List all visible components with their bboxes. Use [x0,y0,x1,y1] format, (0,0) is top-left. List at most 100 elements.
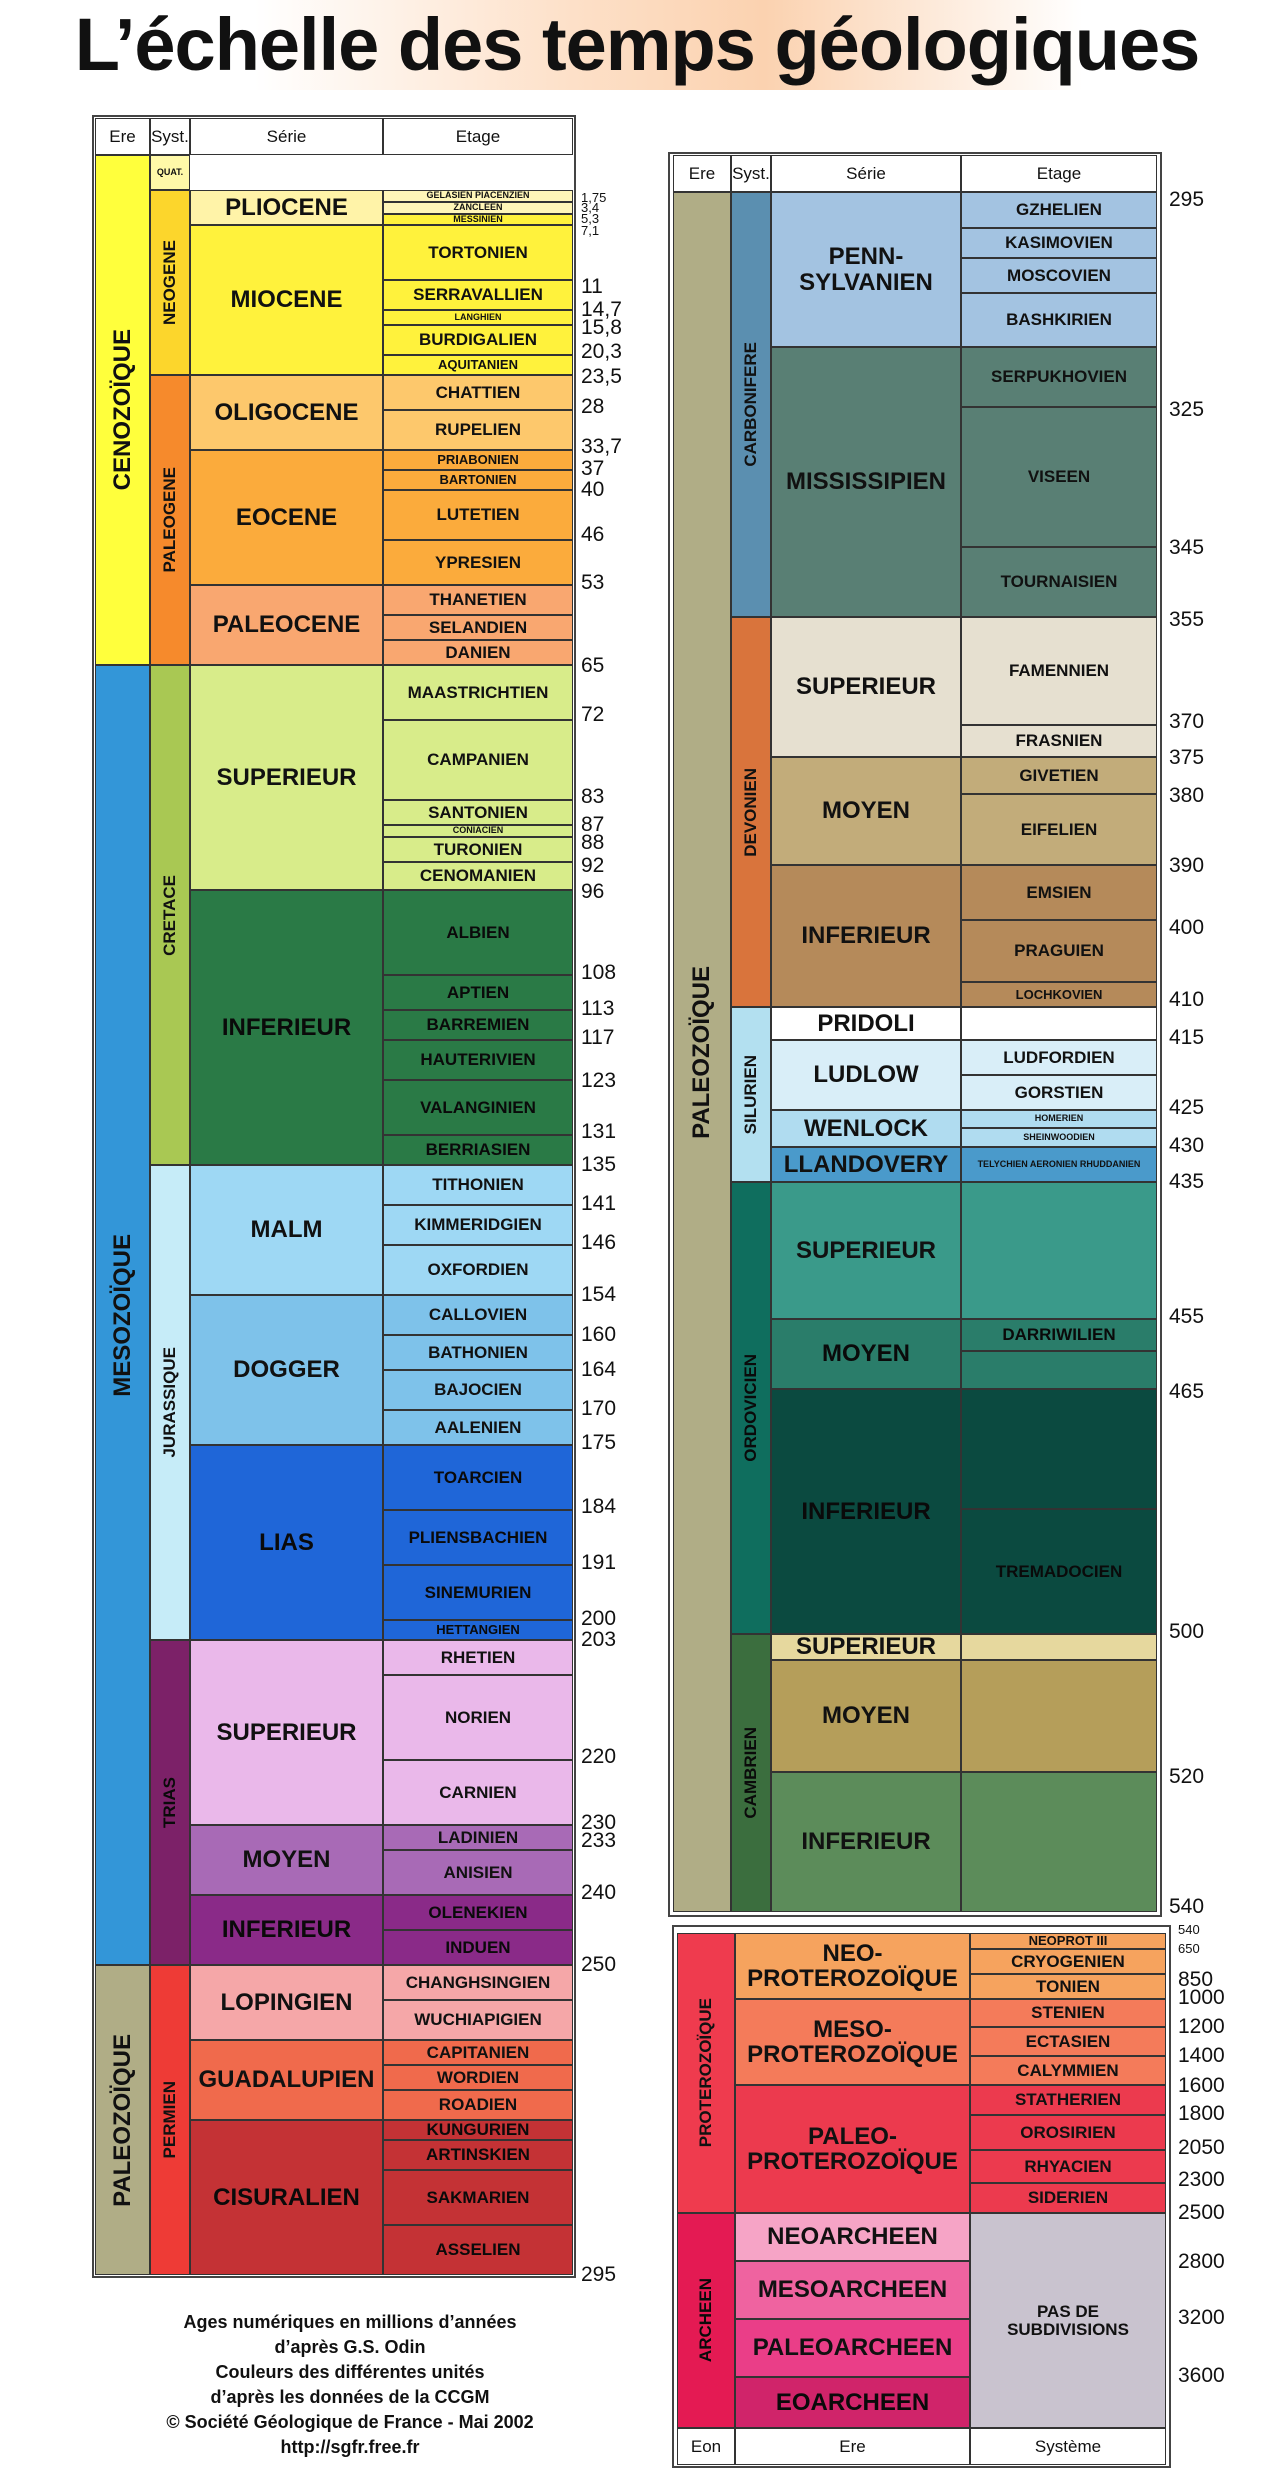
stage-cell-label: BERRIASIEN [425,1140,531,1160]
header-serie-label: Série [266,126,307,146]
stage-cell: SERRAVALLIEN [383,280,573,310]
series-cell: OLIGOCENE [190,375,383,450]
age-label: 455 [1169,1305,1205,1328]
stage-cell-label: ANISIEN [443,1862,513,1882]
series-cell: INFERIEUR [190,1895,383,1965]
stage-cell: TELYCHIEN AERONIEN RHUDDANIEN [961,1147,1157,1182]
age-label: 1200 [1178,2015,1225,2038]
age-label: 20,3 [581,340,622,363]
age-label: 410 [1169,988,1205,1011]
stage-cell-label: CALLOVIEN [428,1305,528,1325]
stage-cell-label: EIFELIEN [1020,819,1098,839]
stage-cell [961,1772,1157,1912]
age-label: 2500 [1178,2201,1225,2224]
header-serie-2-label: Série [846,163,886,183]
series-cell: SUPERIEUR [190,1640,383,1825]
stage-cell: RHETIEN [383,1640,573,1675]
footer-ere-label: Ere [839,2436,866,2456]
eon-cell: ARCHEEN [677,2213,735,2428]
system-cell-label: ECTASIEN [1025,2031,1111,2051]
stage-cell-label: TOARCIEN [433,1467,523,1487]
system-cell: PAS DE SUBDIVISIONS [970,2213,1166,2428]
series-cell-label: INFERIEUR [221,1916,352,1944]
stage-cell-label: WUCHIAPIGIEN [414,2010,542,2030]
stage-cell: YPRESIEN [383,540,573,585]
age-label: 203 [581,1628,617,1651]
stage-cell-label: SINEMURIEN [424,1582,532,1602]
header-syst-2-label: Syst. [732,163,770,183]
stage-cell: OLENEKIEN [383,1895,573,1930]
system-cell: DEVONIEN [731,617,771,1007]
stage-cell-label: TREMADOCIEN [995,1561,1123,1581]
stage-cell: PRIABONIEN [383,450,573,470]
header-etage-label: Etage [455,126,501,146]
stage-cell: TOURNAISIEN [961,547,1157,617]
age-label: 1000 [1178,1986,1225,2009]
stage-cell: TURONIEN [383,837,573,862]
age-label: 170 [581,1397,617,1420]
stage-cell-label: SHEINWOODIEN [1023,1131,1095,1142]
series-cell: PENN- SYLVANIEN [771,192,961,347]
system-cell: SIDERIEN [970,2183,1166,2213]
stage-cell-label: HAUTERIVIEN [420,1050,536,1070]
age-label: 117 [581,1026,615,1049]
stage-cell: ARTINSKIEN [383,2140,573,2170]
stage-cell-label: BAJOCIEN [434,1380,522,1400]
stage-cell: ALBIEN [383,890,573,975]
stage-cell: BARTONIEN [383,470,573,490]
stage-cell-label: FRASNIEN [1015,731,1103,751]
series-cell: PALEOCENE [190,585,383,665]
system-cell: NEOPROT III [970,1933,1166,1949]
footer-systeme: Système [970,2428,1166,2465]
stage-cell: SHEINWOODIEN [961,1128,1157,1147]
stage-cell-label: SERRAVALLIEN [413,285,543,305]
stage-cell: SINEMURIEN [383,1565,573,1620]
age-label: 355 [1169,608,1205,631]
note-line: http://sgfr.free.fr [280,2437,420,2457]
stage-cell: FRASNIEN [961,725,1157,757]
series-cell-label: INFERIEUR [801,922,931,950]
stage-cell: CAMPANIEN [383,720,573,800]
age-label: 28 [581,395,605,418]
era-cell-label: PALEO- PROTEROZOÏQUE [747,2122,958,2175]
age-label: 295 [581,2263,617,2286]
age-label: 435 [1169,1170,1205,1193]
header-etage-2-label: Etage [1036,163,1082,183]
stage-cell: VISEEN [961,407,1157,547]
stage-cell: CAPITANIEN [383,2040,573,2065]
system-cell-label: PAS DE SUBDIVISIONS [1007,2301,1129,2339]
age-label: 370 [1169,710,1205,733]
header-etage: Etage [383,118,573,155]
series-cell-label: DOGGER [233,1356,340,1384]
footer-systeme-label: Système [1034,2436,1102,2456]
series-cell: INFERIEUR [771,1389,961,1634]
series-cell: INFERIEUR [771,865,961,1007]
stage-cell [961,1351,1157,1389]
stage-cell-label: BARREMIEN [426,1015,530,1035]
system-cell-label: STENIEN [1031,2003,1105,2023]
stage-cell-label: KASIMOVIEN [1005,233,1113,253]
stage-cell: EMSIEN [961,865,1157,920]
stage-cell-label: OXFORDIEN [427,1260,529,1280]
system-cell: JURASSIQUE [150,1165,190,1640]
age-label: 191 [581,1551,617,1574]
stage-cell-label: GIVETIEN [1019,765,1099,785]
series-cell: GUADALUPIEN [190,2040,383,2120]
era-cell: NEO- PROTEROZOÏQUE [735,1933,970,1999]
series-cell-label: LIAS [259,1528,314,1556]
age-label: 123 [581,1069,617,1092]
stage-cell-label: CHATTIEN [435,382,521,402]
stage-cell [961,1634,1157,1660]
stage-cell-label: CONIACIEN [452,825,504,836]
stage-cell-label: ROADIEN [438,2095,518,2115]
age-label: 380 [1169,784,1205,807]
age-label: 14,7 [581,298,622,321]
stage-cell-label: CENOMANIEN [419,866,537,886]
series-cell: MISSISSIPIEN [771,347,961,617]
system-cell: STENIEN [970,1999,1166,2027]
series-cell: SUPERIEUR [771,1634,961,1660]
stage-cell: BATHONIEN [383,1335,573,1370]
stage-cell: LUDFORDIEN [961,1040,1157,1075]
series-cell: CISURALIEN [190,2120,383,2275]
footer-eon-label: Eon [690,2436,722,2456]
